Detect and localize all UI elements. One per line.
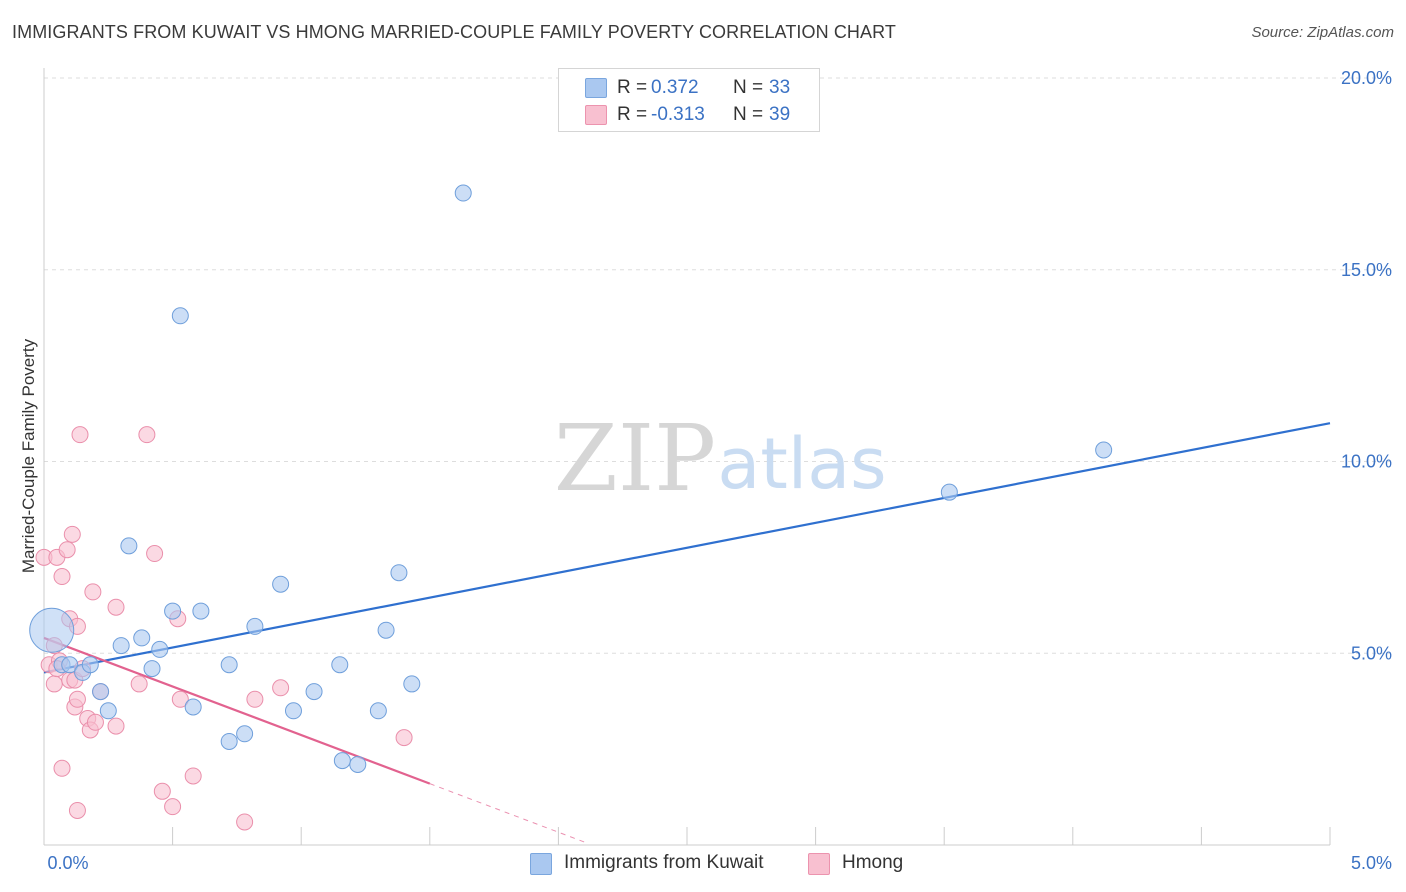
data-point-hmong <box>171 690 189 708</box>
data-point-kuwait <box>940 483 958 501</box>
data-point-hmong <box>68 690 86 708</box>
watermark: ZIP atlas <box>554 405 887 512</box>
data-point-hmong <box>395 729 413 747</box>
legend-r-label: R = <box>617 104 648 125</box>
data-point-kuwait <box>236 725 254 743</box>
data-point-kuwait <box>369 702 387 720</box>
data-point-kuwait <box>331 656 349 674</box>
grid-layer <box>44 77 1390 654</box>
legend-n-label: N = <box>733 77 764 98</box>
watermark-atlas: atlas <box>717 423 886 505</box>
data-point-kuwait <box>61 656 79 674</box>
data-point-kuwait <box>164 602 182 620</box>
data-point-hmong <box>184 767 202 785</box>
data-point-hmong <box>153 782 171 800</box>
data-point-kuwait <box>284 702 302 720</box>
data-point-kuwait <box>151 640 169 658</box>
data-point-hmong <box>45 675 63 693</box>
data-point-hmong <box>53 759 71 777</box>
data-point-kuwait <box>390 564 408 582</box>
x-tick-label-max: 5.0% <box>1351 853 1392 873</box>
data-point-kuwait <box>112 637 130 655</box>
trend-line-hmong <box>43 636 431 785</box>
data-point-hmong <box>130 675 148 693</box>
data-point-kuwait <box>1095 441 1113 459</box>
data-point-kuwait <box>403 675 421 693</box>
y-tick-label: 20.0% <box>1341 68 1392 88</box>
data-point-kuwait <box>220 732 238 750</box>
data-point-hmong <box>272 679 290 697</box>
legend-swatch-kuwait <box>585 78 607 98</box>
data-point-kuwait <box>143 660 161 678</box>
data-point-kuwait <box>220 656 238 674</box>
data-point-kuwait <box>81 656 99 674</box>
data-point-hmong <box>164 798 182 816</box>
source-label: Source: ZipAtlas.com <box>1251 24 1394 41</box>
data-point-hmong <box>146 545 164 563</box>
data-point-kuwait <box>272 575 290 593</box>
legend-n-value: 33 <box>769 77 791 98</box>
data-point-hmong <box>107 598 125 616</box>
data-point-hmong <box>68 801 86 819</box>
y-axis-label: Married-Couple Family Poverty <box>19 338 38 573</box>
legend-r-value: -0.313 <box>651 104 705 125</box>
data-point-hmong <box>86 713 104 731</box>
legend-n-value: 39 <box>769 104 791 125</box>
data-point-kuwait <box>29 607 75 653</box>
data-point-kuwait <box>184 698 202 716</box>
data-point-kuwait <box>377 621 395 639</box>
data-point-hmong <box>246 690 264 708</box>
legend-swatch-hmong <box>585 105 607 125</box>
data-point-hmong <box>107 717 125 735</box>
legend-r-label: R = <box>617 77 648 98</box>
data-point-hmong <box>138 426 156 444</box>
data-point-hmong <box>58 541 76 559</box>
data-point-hmong <box>84 583 102 601</box>
series-swatch-kuwait <box>530 853 552 875</box>
series-label-hmong: Hmong <box>842 852 904 873</box>
y-tick-label: 10.0% <box>1341 452 1392 472</box>
data-point-kuwait <box>454 184 472 202</box>
data-point-kuwait <box>133 629 151 647</box>
y-tick-label: 15.0% <box>1341 260 1392 280</box>
points-layer <box>29 184 1113 831</box>
data-point-kuwait <box>333 752 351 770</box>
data-point-hmong <box>236 813 254 831</box>
data-point-kuwait <box>246 617 264 635</box>
trend-extension-hmong <box>429 783 585 843</box>
data-point-kuwait <box>171 307 189 325</box>
data-point-kuwait <box>99 702 117 720</box>
legend-n-label: N = <box>733 104 764 125</box>
x-tick-label-min: 0.0% <box>47 853 88 873</box>
data-point-hmong <box>71 426 89 444</box>
series-swatch-hmong <box>808 853 830 875</box>
axis-layer: 5.0% 10.0% 15.0% 20.0% 0.0% 5.0% <box>43 68 1392 873</box>
data-point-kuwait <box>305 683 323 701</box>
series-label-kuwait: Immigrants from Kuwait <box>564 852 764 873</box>
data-point-kuwait <box>192 602 210 620</box>
correlation-legend: R = 0.372 N = 33 R = -0.313 N = 39 <box>558 68 820 132</box>
legend-r-value: 0.372 <box>651 77 699 98</box>
data-point-kuwait <box>349 755 367 773</box>
data-point-hmong <box>53 568 71 586</box>
data-point-kuwait <box>92 683 110 701</box>
data-point-hmong <box>63 525 81 543</box>
chart-title: IMMIGRANTS FROM KUWAIT VS HMONG MARRIED-… <box>12 22 897 42</box>
watermark-zip: ZIP <box>554 405 716 512</box>
y-tick-label: 5.0% <box>1351 643 1392 663</box>
data-point-kuwait <box>120 537 138 555</box>
